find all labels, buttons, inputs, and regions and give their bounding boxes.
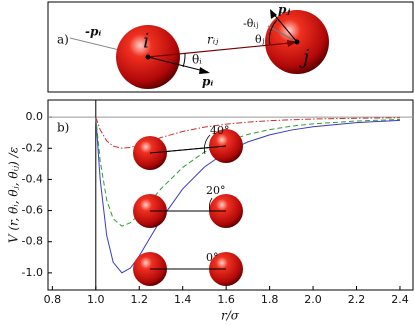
series-line (95, 117, 400, 274)
arrow-head (287, 40, 297, 47)
y-tick-label: -1.0 (22, 266, 43, 279)
panel-label: a) (57, 33, 69, 47)
vector-label: -pᵢ (85, 25, 101, 39)
angle-label: -θᵢⱼ (243, 17, 259, 30)
plot-frame (47, 99, 414, 291)
vector-label: pᵢ (202, 75, 213, 89)
inset-label: 40° (210, 124, 230, 137)
x-tick-label: 2.0 (304, 293, 322, 306)
x-tick-label: 2.4 (391, 293, 409, 306)
x-tick-label: 1.6 (217, 293, 235, 306)
x-tick-label: 1.4 (174, 293, 192, 306)
diagram-panel: a) i j -pᵢ rᵢⱼ θᵢ pᵢ -θᵢⱼ pⱼ θⱼ (47, 1, 414, 93)
sphere-label: i (143, 29, 149, 53)
x-tick-label: 2.2 (348, 293, 366, 306)
x-tick-label: 1.0 (87, 293, 105, 306)
sphere-label: j (299, 45, 309, 69)
angle-arc (268, 19, 278, 46)
p-i-arrow (147, 56, 209, 73)
x-tick-label: 0.8 (44, 293, 62, 306)
x-axis-label: r/σ (221, 309, 240, 323)
inset: 40° 20° 0° (133, 124, 243, 286)
angle-arc (182, 52, 186, 68)
x-tick-label: 1.8 (261, 293, 279, 306)
center-dot (145, 54, 151, 60)
series-line (95, 117, 400, 227)
r-ij-arrow (147, 42, 291, 58)
angle-label: θⱼ (255, 33, 265, 46)
p-j-arrow (271, 11, 298, 43)
y-axis-label: V (r, θᵢ, θⱼ, θᵢⱼ) /ε (7, 147, 21, 243)
minus-p-i-copy (267, 25, 298, 43)
dumbbell (149, 145, 227, 154)
y-tick-label: -0.6 (22, 204, 43, 217)
arrow-head (270, 9, 277, 19)
inset-label: 0° (206, 251, 219, 264)
angle-arc (209, 197, 213, 212)
panel-frame (47, 1, 414, 93)
y-tick-label: 0.0 (26, 110, 44, 123)
vector-label: pⱼ (278, 3, 290, 17)
angle-label: θᵢ (192, 53, 202, 67)
x-tick-label: 1.2 (131, 293, 149, 306)
center-dot (294, 39, 300, 45)
y-tick-label: -0.2 (22, 141, 43, 154)
vector-label: rᵢⱼ (207, 33, 219, 47)
panel-label: b) (57, 121, 69, 135)
y-tick-label: -0.8 (22, 235, 43, 248)
angle-arc (204, 134, 211, 155)
arrow-head (199, 67, 210, 74)
inset-label: 20° (206, 184, 226, 197)
series-line (95, 116, 400, 149)
y-tick-label: -0.4 (22, 172, 43, 185)
chart-panel: b) r/σ V (r, θᵢ, θⱼ, θᵢⱼ) /ε 0.8 1.0 1.2 1.… (7, 99, 414, 323)
